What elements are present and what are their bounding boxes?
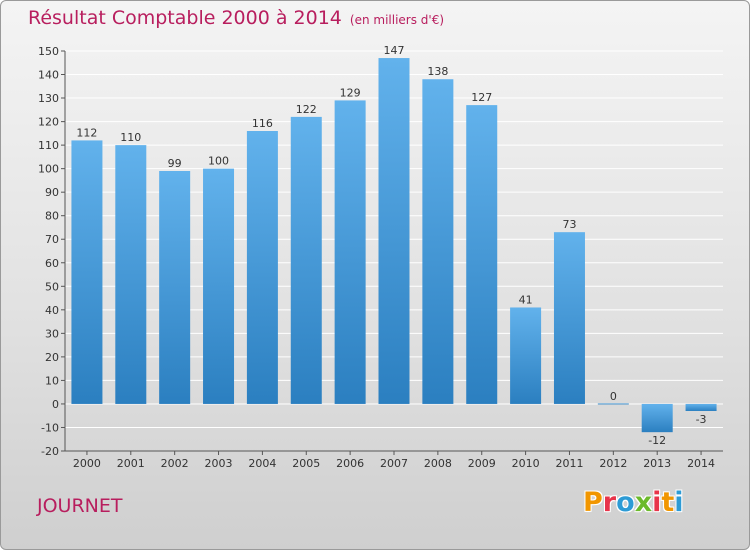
y-tick-label: 40 xyxy=(45,304,59,317)
logo-letter: t xyxy=(661,487,675,518)
logo-letter: P xyxy=(583,487,603,518)
y-tick-label: 70 xyxy=(45,233,59,246)
logo-letter: r xyxy=(602,487,617,518)
data-label-2007: 147 xyxy=(384,44,405,57)
data-label-2000: 112 xyxy=(76,126,97,139)
x-tick-label: 2004 xyxy=(248,457,276,470)
x-tick-label: 2008 xyxy=(424,457,452,470)
bar-2012 xyxy=(597,403,629,405)
x-tick-label: 2011 xyxy=(555,457,583,470)
bar-2003 xyxy=(203,168,235,404)
data-label-2009: 127 xyxy=(471,91,492,104)
x-tick-label: 2003 xyxy=(205,457,233,470)
y-tick-label: 130 xyxy=(38,92,59,105)
proxiti-logo: Proxiti xyxy=(583,487,684,518)
bar-2000 xyxy=(71,140,103,404)
y-tick-label: 30 xyxy=(45,327,59,340)
axes: -20 -10 0 10 20 30 40 50 60 70 80 90 100 110 120 130 140… xyxy=(38,45,723,470)
bar-2014 xyxy=(685,403,717,411)
x-tick-label: 2012 xyxy=(599,457,627,470)
x-tick-label: 2005 xyxy=(292,457,320,470)
bar-2007 xyxy=(378,58,410,404)
commune-name: JOURNET xyxy=(37,495,123,517)
bar-2010 xyxy=(510,307,542,404)
y-tick-label: 0 xyxy=(52,398,59,411)
bar-2001 xyxy=(115,145,147,404)
logo-letter: o xyxy=(616,487,635,518)
bars xyxy=(71,58,717,433)
y-tick-label: 150 xyxy=(38,45,59,58)
data-label-2001: 110 xyxy=(120,131,141,144)
x-tick-label: 2007 xyxy=(380,457,408,470)
y-tick-label: -20 xyxy=(41,445,59,458)
y-tick-label: 20 xyxy=(45,351,59,364)
data-label-2006: 129 xyxy=(340,86,361,99)
data-label-2012: 0 xyxy=(610,390,617,403)
x-tick-label: 2014 xyxy=(687,457,715,470)
logo-letter: i xyxy=(674,487,684,518)
y-tick-label: -10 xyxy=(41,421,59,434)
x-tick-label: 2009 xyxy=(468,457,496,470)
bar-2013 xyxy=(641,403,673,433)
x-tick-label: 2010 xyxy=(512,457,540,470)
y-tick-label: 80 xyxy=(45,210,59,223)
y-tick-label: 100 xyxy=(38,163,59,176)
bar-2006 xyxy=(334,100,366,404)
logo-letter: i xyxy=(652,487,662,518)
data-label-2013: -12 xyxy=(648,434,666,447)
x-tick-label: 2002 xyxy=(161,457,189,470)
data-label-2005: 122 xyxy=(296,103,317,116)
data-label-2003: 100 xyxy=(208,155,229,168)
bar-2008 xyxy=(422,79,454,404)
y-tick-label: 120 xyxy=(38,116,59,129)
y-tick-label: 140 xyxy=(38,69,59,82)
chart-subtitle: (en milliers d'€) xyxy=(349,13,445,27)
data-label-2008: 138 xyxy=(427,65,448,78)
bar-2009 xyxy=(466,105,498,404)
y-tick-label: 10 xyxy=(45,374,59,387)
bar-2011 xyxy=(553,232,585,404)
data-label-2010: 41 xyxy=(519,293,533,306)
x-tick-label: 2006 xyxy=(336,457,364,470)
y-tick-label: 110 xyxy=(38,139,59,152)
x-tick-label: 2013 xyxy=(643,457,671,470)
chart-title: Résultat Comptable 2000 à 2014 (en millie… xyxy=(28,7,444,29)
y-tick-label: 60 xyxy=(45,257,59,270)
data-labels: 112 110 99 100 116 122 129 147 138 127 41 73 0 -12 -3 xyxy=(76,44,706,447)
y-tick-label: 50 xyxy=(45,280,59,293)
data-label-2002: 99 xyxy=(168,157,182,170)
x-tick-label: 2000 xyxy=(73,457,101,470)
y-tick-label: 90 xyxy=(45,186,59,199)
chart-title-text: Résultat Comptable 2000 à 2014 xyxy=(28,7,342,29)
bar-2005 xyxy=(290,116,322,404)
logo-letter: x xyxy=(634,487,653,518)
x-tick-label: 2001 xyxy=(117,457,145,470)
bar-2004 xyxy=(246,131,278,404)
bar-2002 xyxy=(159,171,191,404)
data-label-2014: -3 xyxy=(696,413,707,426)
data-label-2011: 73 xyxy=(562,218,576,231)
data-label-2004: 116 xyxy=(252,117,273,130)
